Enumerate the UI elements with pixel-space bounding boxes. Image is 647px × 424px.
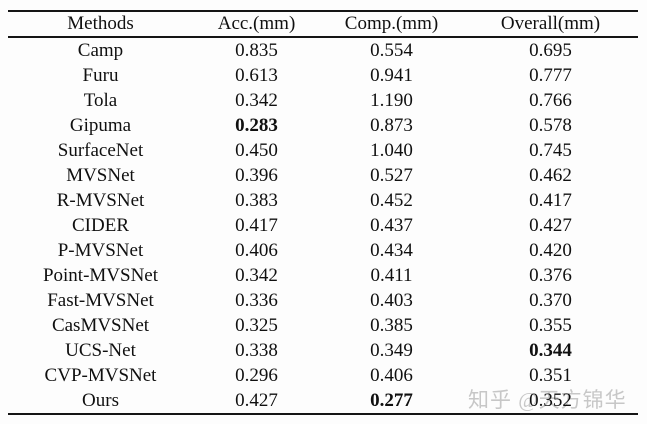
table-row: Furu 0.613 0.941 0.777: [8, 63, 638, 88]
overall-value-cell: 0.777: [529, 65, 572, 86]
acc-value-cell: 0.283: [235, 115, 278, 136]
acc-value-cell: 0.417: [235, 215, 278, 236]
method-cell: Tola: [83, 90, 118, 111]
method-cell: Gipuma: [69, 115, 132, 136]
comp-value-cell: 0.452: [370, 190, 413, 211]
table-row: SurfaceNet 0.450 1.040 0.745: [8, 138, 638, 163]
acc-value-cell: 0.342: [235, 90, 278, 111]
acc-value-cell: 0.338: [235, 340, 278, 361]
table-row: CIDER 0.417 0.437 0.427: [8, 213, 638, 238]
table-row: Point-MVSNet 0.342 0.411 0.376: [8, 263, 638, 288]
comp-value-cell: 1.190: [370, 90, 413, 111]
comp-value-cell: 0.527: [370, 165, 413, 186]
comp-value-cell: 0.434: [370, 240, 413, 261]
overall-value-cell: 0.344: [529, 340, 572, 361]
acc-value-cell: 0.296: [235, 365, 278, 386]
acc-value-cell: 0.396: [235, 165, 278, 186]
overall-value-cell: 0.695: [529, 40, 572, 61]
overall-value-cell: 0.578: [529, 115, 572, 136]
acc-value-cell: 0.613: [235, 65, 278, 86]
method-cell: CasMVSNet: [51, 315, 150, 336]
comp-value-cell: 0.403: [370, 290, 413, 311]
comp-value-cell: 0.277: [370, 390, 413, 411]
table-row: R-MVSNet 0.383 0.452 0.417: [8, 188, 638, 213]
acc-value-cell: 0.325: [235, 315, 278, 336]
table-row: CasMVSNet 0.325 0.385 0.355: [8, 313, 638, 338]
results-table: Methods Acc.(mm) Comp.(mm) Overall(mm) C…: [8, 10, 638, 415]
table-body: Camp 0.835 0.554 0.695 Furu 0.613 0.941 0.777 To…: [8, 37, 638, 414]
header-row: Methods Acc.(mm) Comp.(mm) Overall(mm): [8, 11, 638, 38]
overall-value-cell: 0.370: [529, 290, 572, 311]
table-header: Methods Acc.(mm) Comp.(mm) Overall(mm): [8, 11, 638, 38]
comp-value-cell: 0.437: [370, 215, 413, 236]
acc-value-cell: 0.406: [235, 240, 278, 261]
overall-value-cell: 0.355: [529, 315, 572, 336]
column-header-acc: Acc.(mm): [193, 11, 320, 38]
overall-value-cell: 0.351: [529, 365, 572, 386]
acc-value-cell: 0.342: [235, 265, 278, 286]
comp-value-cell: 0.554: [370, 40, 413, 61]
table-row: MVSNet 0.396 0.527 0.462: [8, 163, 638, 188]
comp-value-cell: 0.385: [370, 315, 413, 336]
comp-value-cell: 0.941: [370, 65, 413, 86]
method-cell: R-MVSNet: [56, 190, 145, 211]
watermark: 知乎 @天方锦华: [468, 388, 627, 412]
table-row: UCS-Net 0.338 0.349 0.344: [8, 338, 638, 363]
overall-value-cell: 0.745: [529, 140, 572, 161]
overall-value-cell: 0.427: [529, 215, 572, 236]
method-cell: Fast-MVSNet: [47, 290, 154, 311]
method-cell: Ours: [82, 390, 119, 411]
overall-value-cell: 0.462: [529, 165, 572, 186]
table-row: Gipuma 0.283 0.873 0.578: [8, 113, 638, 138]
method-cell: CVP-MVSNet: [44, 365, 157, 386]
acc-value-cell: 0.336: [235, 290, 278, 311]
column-header-methods: Methods: [8, 11, 193, 38]
table-row: Camp 0.835 0.554 0.695: [8, 37, 638, 63]
method-cell: Furu: [82, 65, 119, 86]
method-cell: SurfaceNet: [57, 140, 144, 161]
acc-value-cell: 0.835: [235, 40, 278, 61]
acc-value-cell: 0.450: [235, 140, 278, 161]
overall-value-cell: 0.766: [529, 90, 572, 111]
method-cell: UCS-Net: [65, 340, 136, 361]
method-cell: Point-MVSNet: [42, 265, 159, 286]
table-row: P-MVSNet 0.406 0.434 0.420: [8, 238, 638, 263]
method-cell: P-MVSNet: [57, 240, 144, 261]
comp-value-cell: 0.349: [370, 340, 413, 361]
comp-value-cell: 0.411: [370, 265, 413, 286]
method-cell: MVSNet: [66, 165, 135, 186]
overall-value-cell: 0.417: [529, 190, 572, 211]
table-row: Ours 0.427 0.277 0.352: [8, 388, 638, 414]
comp-value-cell: 0.873: [370, 115, 413, 136]
comp-value-cell: 0.406: [370, 365, 413, 386]
table-row: Fast-MVSNet 0.336 0.403 0.370: [8, 288, 638, 313]
acc-value-cell: 0.383: [235, 190, 278, 211]
table-row: CVP-MVSNet 0.296 0.406 0.351: [8, 363, 638, 388]
acc-value-cell: 0.427: [235, 390, 278, 411]
column-header-comp: Comp.(mm): [320, 11, 463, 38]
comp-value-cell: 1.040: [370, 140, 413, 161]
overall-value-cell: 0.376: [529, 265, 572, 286]
overall-value-cell: 0.420: [529, 240, 572, 261]
table-row: Tola 0.342 1.190 0.766: [8, 88, 638, 113]
method-cell: Camp: [77, 40, 124, 61]
column-header-overall: Overall(mm): [463, 11, 638, 38]
overall-value-cell: 0.352: [529, 390, 572, 411]
method-cell: CIDER: [72, 215, 129, 236]
